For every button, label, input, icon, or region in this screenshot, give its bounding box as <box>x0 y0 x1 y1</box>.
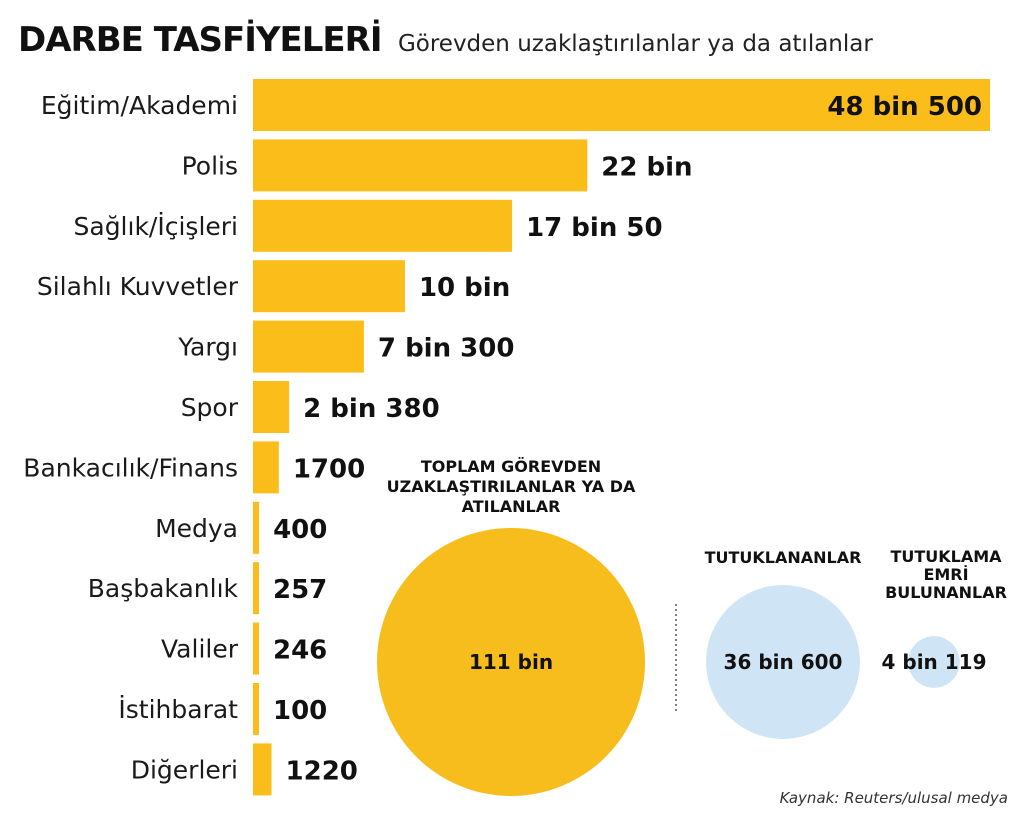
bar <box>253 381 290 433</box>
bar <box>253 622 259 675</box>
value-label: 17 bin 50 <box>526 213 663 243</box>
bar <box>253 562 259 615</box>
category-label: İstihbarat <box>118 695 238 724</box>
category-label: Eğitim/Akademi <box>41 91 238 120</box>
bubble <box>706 585 860 739</box>
bar <box>253 683 259 735</box>
chart-subtitle: Görevden uzaklaştırılanlar ya da atılanl… <box>397 31 873 57</box>
category-label: Diğerleri <box>131 755 238 784</box>
value-label: 1220 <box>286 756 358 786</box>
bar <box>253 199 513 252</box>
value-label: 22 bin <box>601 152 692 182</box>
bar <box>253 743 272 796</box>
source-note: Kaynak: Reuters/ulusal medya <box>779 789 1008 807</box>
bubble <box>908 636 960 688</box>
bar <box>253 441 279 494</box>
bubble-title: TUTUKLAMA <box>890 547 1002 566</box>
bar <box>253 501 260 554</box>
category-label: Polis <box>182 151 238 180</box>
bar <box>253 260 405 313</box>
category-label: Spor <box>181 393 239 422</box>
bubble-value: 111 bin <box>469 650 553 674</box>
bubble-title: ATILANLAR <box>462 497 561 516</box>
bubble-title: TUTUKLANANLAR <box>705 548 862 567</box>
category-label: Bankacılık/Finans <box>23 453 238 482</box>
value-label: 257 <box>273 575 327 605</box>
value-label: 48 bin 500 <box>827 92 982 122</box>
value-label: 246 <box>273 636 327 666</box>
chart-header: DARBE TASFİYELERİ Görevden uzaklaştırıla… <box>18 20 873 70</box>
bubble-value: 36 bin 600 <box>724 650 843 674</box>
value-label: 400 <box>273 515 327 545</box>
bar <box>253 139 588 192</box>
category-label: Silahlı Kuvvetler <box>37 272 239 301</box>
value-label: 1700 <box>293 454 365 484</box>
bar <box>253 79 990 131</box>
category-label: Yargı <box>177 333 238 362</box>
bubble <box>377 528 645 796</box>
value-label: 10 bin <box>419 273 510 303</box>
bubble-title: UZAKLAŞTIRILANLAR YA DA <box>387 477 636 496</box>
bar-series: Eğitim/Akademi 48 bin 500 Polis 22 bin Sağlı… <box>23 79 990 796</box>
value-label: 7 bin 300 <box>378 334 515 364</box>
bubble-title: EMRİ <box>923 565 968 584</box>
chart-title: DARBE TASFİYELERİ <box>18 20 382 60</box>
bubble-title: TOPLAM GÖREVDEN <box>421 457 601 476</box>
bubble-group: 111 bin TOPLAM GÖREVDENUZAKLAŞTIRILANLAR … <box>377 457 1007 796</box>
value-label: 2 bin 380 <box>303 394 440 424</box>
bubble-title: BULUNANLAR <box>885 583 1007 602</box>
category-label: Başbakanlık <box>88 574 239 603</box>
value-label: 100 <box>273 696 327 726</box>
bar <box>253 320 364 373</box>
category-label: Valiler <box>161 635 239 664</box>
bubble-value: 4 bin 119 <box>882 650 987 674</box>
category-label: Sağlık/İçişleri <box>74 212 239 241</box>
category-label: Medya <box>155 514 238 543</box>
